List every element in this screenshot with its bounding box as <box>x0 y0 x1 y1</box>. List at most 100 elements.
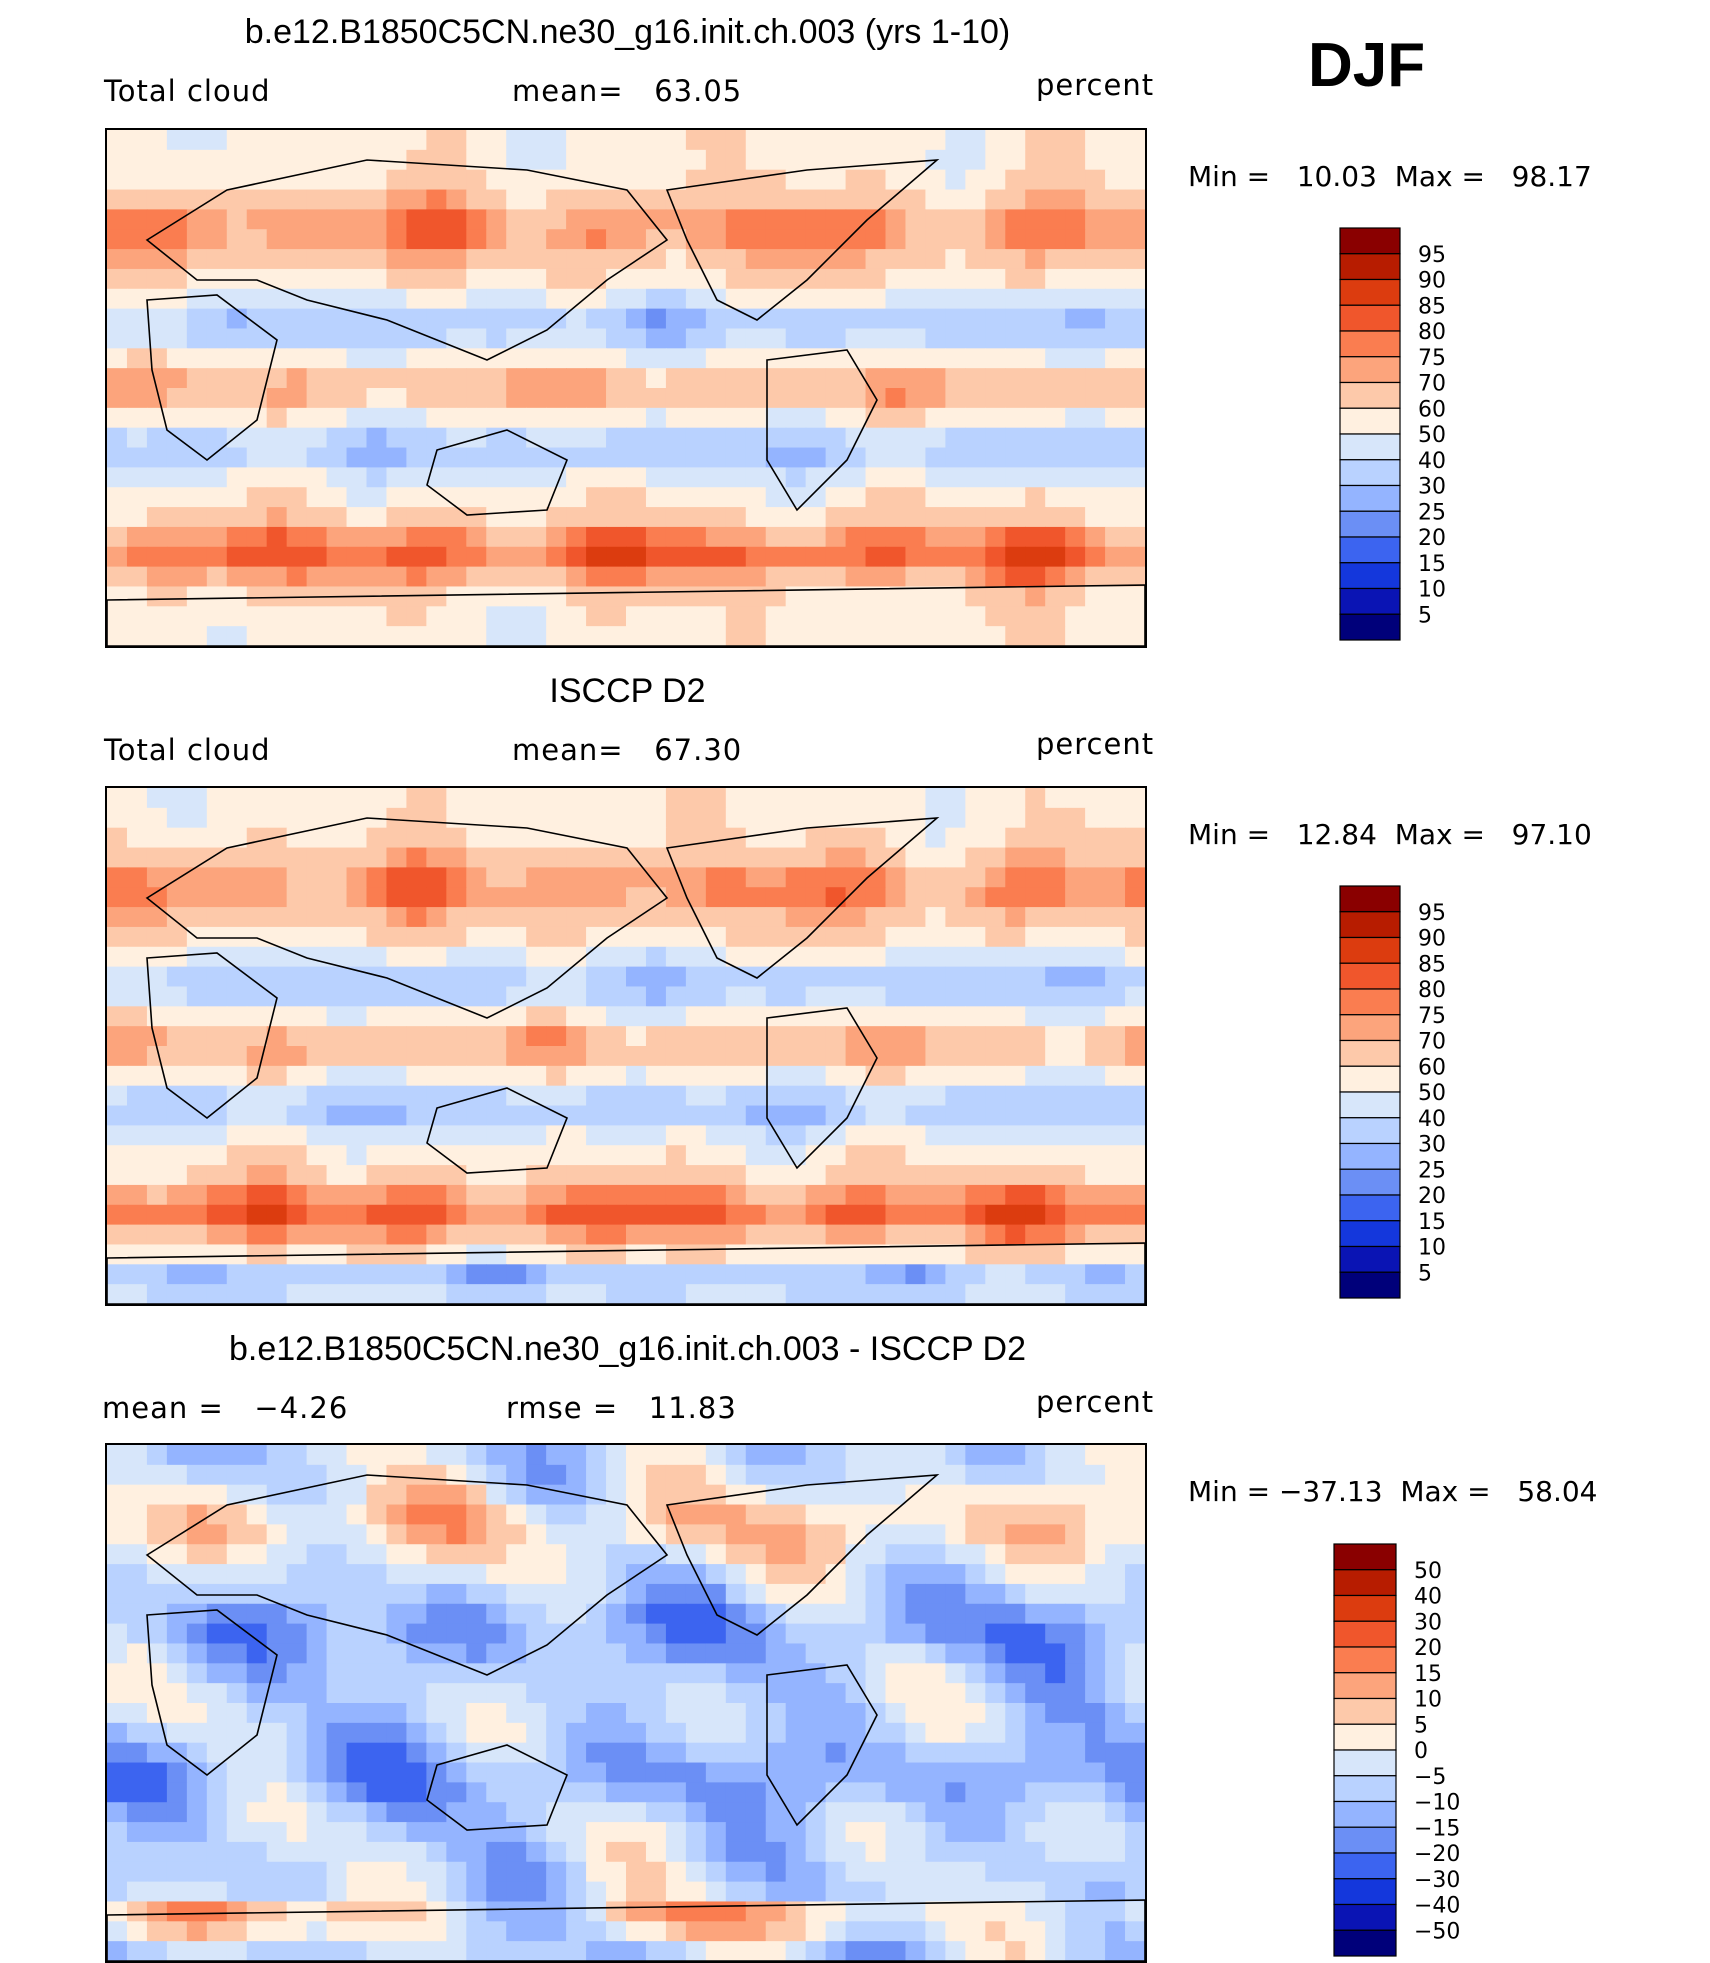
colorbar-swatch <box>1333 1646 1397 1674</box>
colorbar-tick-label: −10 <box>1414 1791 1460 1816</box>
colorbar-swatch <box>1339 407 1401 435</box>
colorbar-tick-label: 50 <box>1414 1559 1442 1584</box>
colorbar-swatch <box>1339 1271 1401 1299</box>
colorbar-swatch <box>1333 1697 1397 1725</box>
colorbar-tick-label: 50 <box>1418 1081 1446 1106</box>
panel-2-units: percent <box>1036 727 1155 761</box>
colorbar-tick-label: 10 <box>1414 1688 1442 1713</box>
colorbar-swatch <box>1339 1142 1401 1170</box>
colorbar-swatch <box>1339 988 1401 1016</box>
colorbar-tick-label: 75 <box>1418 346 1446 371</box>
colorbar-swatch <box>1333 1852 1397 1880</box>
panel-2-title: ISCCP D2 <box>549 672 706 710</box>
colorbar-tick-label: 5 <box>1418 603 1432 628</box>
colorbar-swatch <box>1333 1826 1397 1854</box>
colorbar-tick-label: 90 <box>1418 927 1446 952</box>
panel-3-colorbar: 50 40 30 20 15 10 5 0 −5 −10 −15 −20 −30 −40 −50 <box>1333 1543 1484 1957</box>
panel-3-map <box>105 1443 1147 1963</box>
colorbar-tick-label: 40 <box>1418 449 1446 474</box>
colorbar-tick-label: 15 <box>1414 1662 1442 1687</box>
colorbar-tick-label: 70 <box>1418 372 1446 397</box>
colorbar-swatch <box>1339 936 1401 964</box>
colorbar-swatch <box>1339 278 1401 306</box>
colorbar-tick-label: 70 <box>1418 1030 1446 1055</box>
colorbar-tick-label: −30 <box>1414 1868 1460 1893</box>
colorbar-tick-label: 20 <box>1414 1636 1442 1661</box>
colorbar-swatch <box>1339 613 1401 641</box>
colorbar-swatch <box>1339 510 1401 538</box>
colorbar-tick-label: 40 <box>1414 1585 1442 1610</box>
panel-2-colorbar: 95 90 85 80 75 70 60 50 40 30 25 20 15 10 5 <box>1339 885 1480 1299</box>
panel-2-map <box>105 786 1147 1306</box>
panel-1-map-svg <box>107 130 1145 646</box>
colorbar-tick-label: 5 <box>1418 1261 1432 1286</box>
colorbar-swatch <box>1339 1014 1401 1042</box>
coastline-outlines <box>107 159 1145 646</box>
coastline-outlines <box>107 1474 1145 1961</box>
colorbar-swatch <box>1339 562 1401 590</box>
colorbar-swatch <box>1339 1065 1401 1093</box>
colorbar-tick-label: 15 <box>1418 1210 1446 1235</box>
panel-3-title: b.e12.B1850C5CN.ne30_g16.init.ch.003 - I… <box>229 1330 1026 1368</box>
colorbar-swatch <box>1333 1878 1397 1906</box>
colorbar-swatch <box>1339 227 1401 255</box>
colorbar-tick-label: 60 <box>1418 397 1446 422</box>
colorbar-swatch <box>1339 356 1401 384</box>
coastline-outlines <box>107 817 1145 1304</box>
colorbar-swatch <box>1339 330 1401 358</box>
panel-2-map-svg <box>107 788 1145 1304</box>
colorbar-swatch <box>1339 1091 1401 1119</box>
colorbar-tick-label: 25 <box>1418 500 1446 525</box>
colorbar-tick-label: 20 <box>1418 526 1446 551</box>
colorbar-tick-label: 95 <box>1418 243 1446 268</box>
colorbar-tick-label: 30 <box>1418 1133 1446 1158</box>
colorbar-tick-label: 80 <box>1418 978 1446 1003</box>
colorbar-swatch <box>1339 1220 1401 1248</box>
colorbar-tick-label: −15 <box>1414 1816 1460 1841</box>
colorbar-tick-label: 5 <box>1414 1713 1428 1738</box>
panel-1-stats: Min = 10.03 Max = 98.17 <box>1188 160 1592 193</box>
colorbar-swatch <box>1333 1800 1397 1828</box>
colorbar-tick-label: 50 <box>1418 423 1446 448</box>
colorbar-swatch <box>1333 1749 1397 1777</box>
panel-1-units: percent <box>1036 68 1155 102</box>
colorbar-tick-label: 90 <box>1418 269 1446 294</box>
colorbar-tick-label: 15 <box>1418 552 1446 577</box>
colorbar-tick-label: 30 <box>1418 475 1446 500</box>
colorbar-swatch <box>1339 253 1401 281</box>
colorbar-swatch <box>1333 1543 1397 1571</box>
colorbar-swatch <box>1339 1039 1401 1067</box>
map-field <box>107 788 1145 1304</box>
colorbar-tick-label: 10 <box>1418 578 1446 603</box>
panel-2-center-label: mean= 67.30 <box>512 733 743 767</box>
colorbar-swatch <box>1339 1168 1401 1196</box>
colorbar-tick-label: 75 <box>1418 1004 1446 1029</box>
colorbar-swatch <box>1339 381 1401 409</box>
colorbar-swatch <box>1339 885 1401 913</box>
colorbar-swatch <box>1339 1117 1401 1145</box>
colorbar-swatch <box>1339 459 1401 487</box>
colorbar-swatch <box>1333 1620 1397 1648</box>
panel-1-map <box>105 128 1147 648</box>
colorbar-swatch <box>1333 1929 1397 1957</box>
colorbar-swatch <box>1339 587 1401 615</box>
map-field <box>107 130 1145 646</box>
panel-2-stats: Min = 12.84 Max = 97.10 <box>1188 818 1592 851</box>
panel-1-left-label: Total cloud <box>104 74 271 108</box>
colorbar-tick-label: −40 <box>1414 1894 1460 1919</box>
colorbar-swatch <box>1339 536 1401 564</box>
panel-1-colorbar: 95 90 85 80 75 70 60 50 40 30 25 20 15 10 5 <box>1339 227 1480 641</box>
colorbar-tick-label: −5 <box>1414 1765 1446 1790</box>
colorbar-tick-label: 80 <box>1418 320 1446 345</box>
colorbar-tick-label: 85 <box>1418 294 1446 319</box>
map-field <box>107 1445 1145 1961</box>
colorbar-swatch <box>1339 484 1401 512</box>
colorbar-tick-label: 10 <box>1418 1236 1446 1261</box>
colorbar-swatch <box>1339 1194 1401 1222</box>
colorbar-swatch <box>1333 1672 1397 1700</box>
panel-3-units: percent <box>1036 1385 1155 1419</box>
colorbar-tick-label: −50 <box>1414 1919 1460 1944</box>
colorbar-swatch <box>1333 1723 1397 1751</box>
